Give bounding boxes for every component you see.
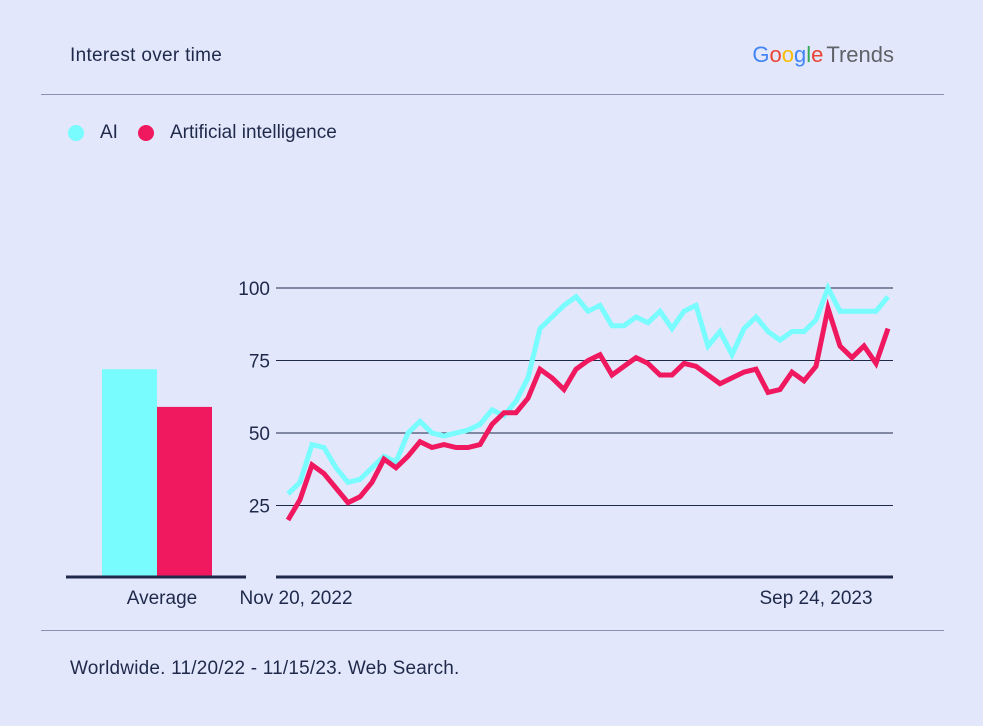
footer-divider	[41, 630, 944, 631]
legend-label: AI	[100, 122, 118, 143]
y-tick-label: 50	[249, 424, 270, 445]
series-line-ai	[286, 281, 890, 496]
x-tick-label: Nov 20, 2022	[239, 588, 352, 609]
logo-letter: G	[752, 42, 770, 67]
legend-item-artificial-intelligence[interactable]: Artificial intelligence	[137, 122, 337, 144]
google-trends-logo: Google Trends	[752, 42, 894, 68]
legend-dot-icon	[68, 125, 84, 141]
legend-label: Artificial intelligence	[169, 122, 337, 143]
logo-letter: l	[806, 42, 812, 67]
chart-title: Interest over time	[70, 45, 223, 66]
average-label: Average	[127, 588, 197, 609]
logo-letter: o	[781, 42, 794, 67]
y-tick-label: 75	[249, 352, 270, 373]
logo-letter: e	[811, 42, 824, 67]
x-tick-label: Sep 24, 2023	[759, 588, 872, 609]
legend-item-ai[interactable]: AI	[68, 122, 118, 144]
google-wordmark: Google	[752, 42, 823, 67]
footer-note: Worldwide. 11/20/22 - 11/15/23. Web Sear…	[70, 658, 460, 679]
y-tick-label: 25	[249, 497, 270, 518]
header-divider	[41, 94, 944, 95]
y-tick-label: 100	[238, 279, 270, 300]
trends-wordmark: Trends	[826, 42, 894, 67]
legend: AI Artificial intelligence	[68, 122, 357, 144]
average-bar-artificial-intelligence	[157, 406, 212, 578]
series-line-artificial-intelligence	[285, 298, 891, 522]
logo-letter: o	[769, 42, 782, 67]
logo-letter: g	[793, 42, 807, 67]
legend-dot-icon	[137, 125, 154, 141]
average-bar-ai	[102, 369, 157, 578]
